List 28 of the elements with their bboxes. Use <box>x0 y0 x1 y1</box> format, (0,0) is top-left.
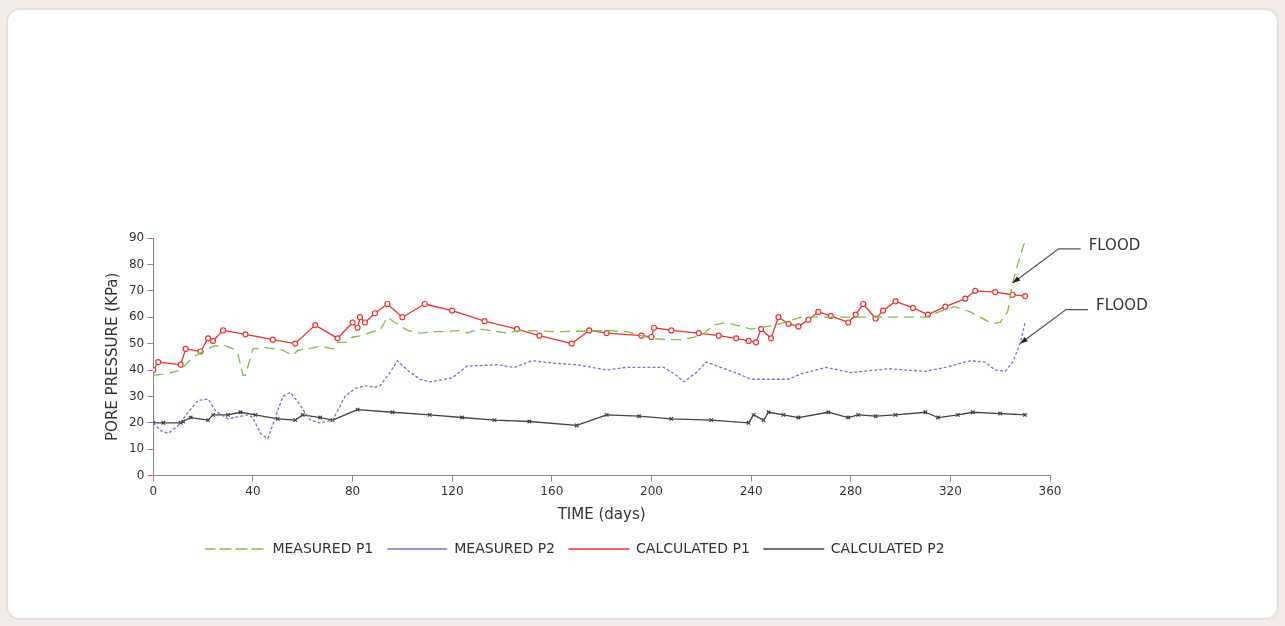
x-tick-label: 160 <box>540 483 564 498</box>
y-tick-label: 50 <box>128 335 145 350</box>
annotation: FLOOD <box>1096 296 1148 315</box>
annotation: FLOOD <box>1088 235 1141 254</box>
y-axis-title: PORE PRESSURE (KPa) <box>102 272 121 441</box>
x-tick-label: 80 <box>344 483 361 498</box>
y-tick-label: 40 <box>128 362 145 377</box>
x-tick-label: 40 <box>245 483 261 498</box>
y-tick-label: 90 <box>128 230 145 245</box>
x-tick-label: 120 <box>440 483 464 498</box>
x-tick-label: 280 <box>839 483 863 498</box>
y-tick-label: 70 <box>128 282 145 297</box>
legend-label: CALCULATED P2 <box>830 539 945 556</box>
y-tick-label: 20 <box>128 414 145 429</box>
legend-label: CALCULATED P1 <box>636 539 750 556</box>
x-tick-label: 0 <box>149 483 158 498</box>
y-tick-label: 0 <box>136 467 145 482</box>
y-tick-label: 60 <box>128 309 145 324</box>
y-tick-label: 30 <box>128 388 145 403</box>
x-tick-label: 360 <box>1038 483 1062 498</box>
x-tick-label: 200 <box>640 483 663 498</box>
legend-label: MEASURED P2 <box>454 539 556 556</box>
y-tick-label: 10 <box>128 441 145 456</box>
x-tick-label: 320 <box>938 483 962 498</box>
legend-label: MEASURED P1 <box>272 539 374 556</box>
y-tick-label: 80 <box>128 256 145 271</box>
x-tick-label: 240 <box>739 483 763 498</box>
x-axis-title: TIME (days) <box>556 504 646 523</box>
